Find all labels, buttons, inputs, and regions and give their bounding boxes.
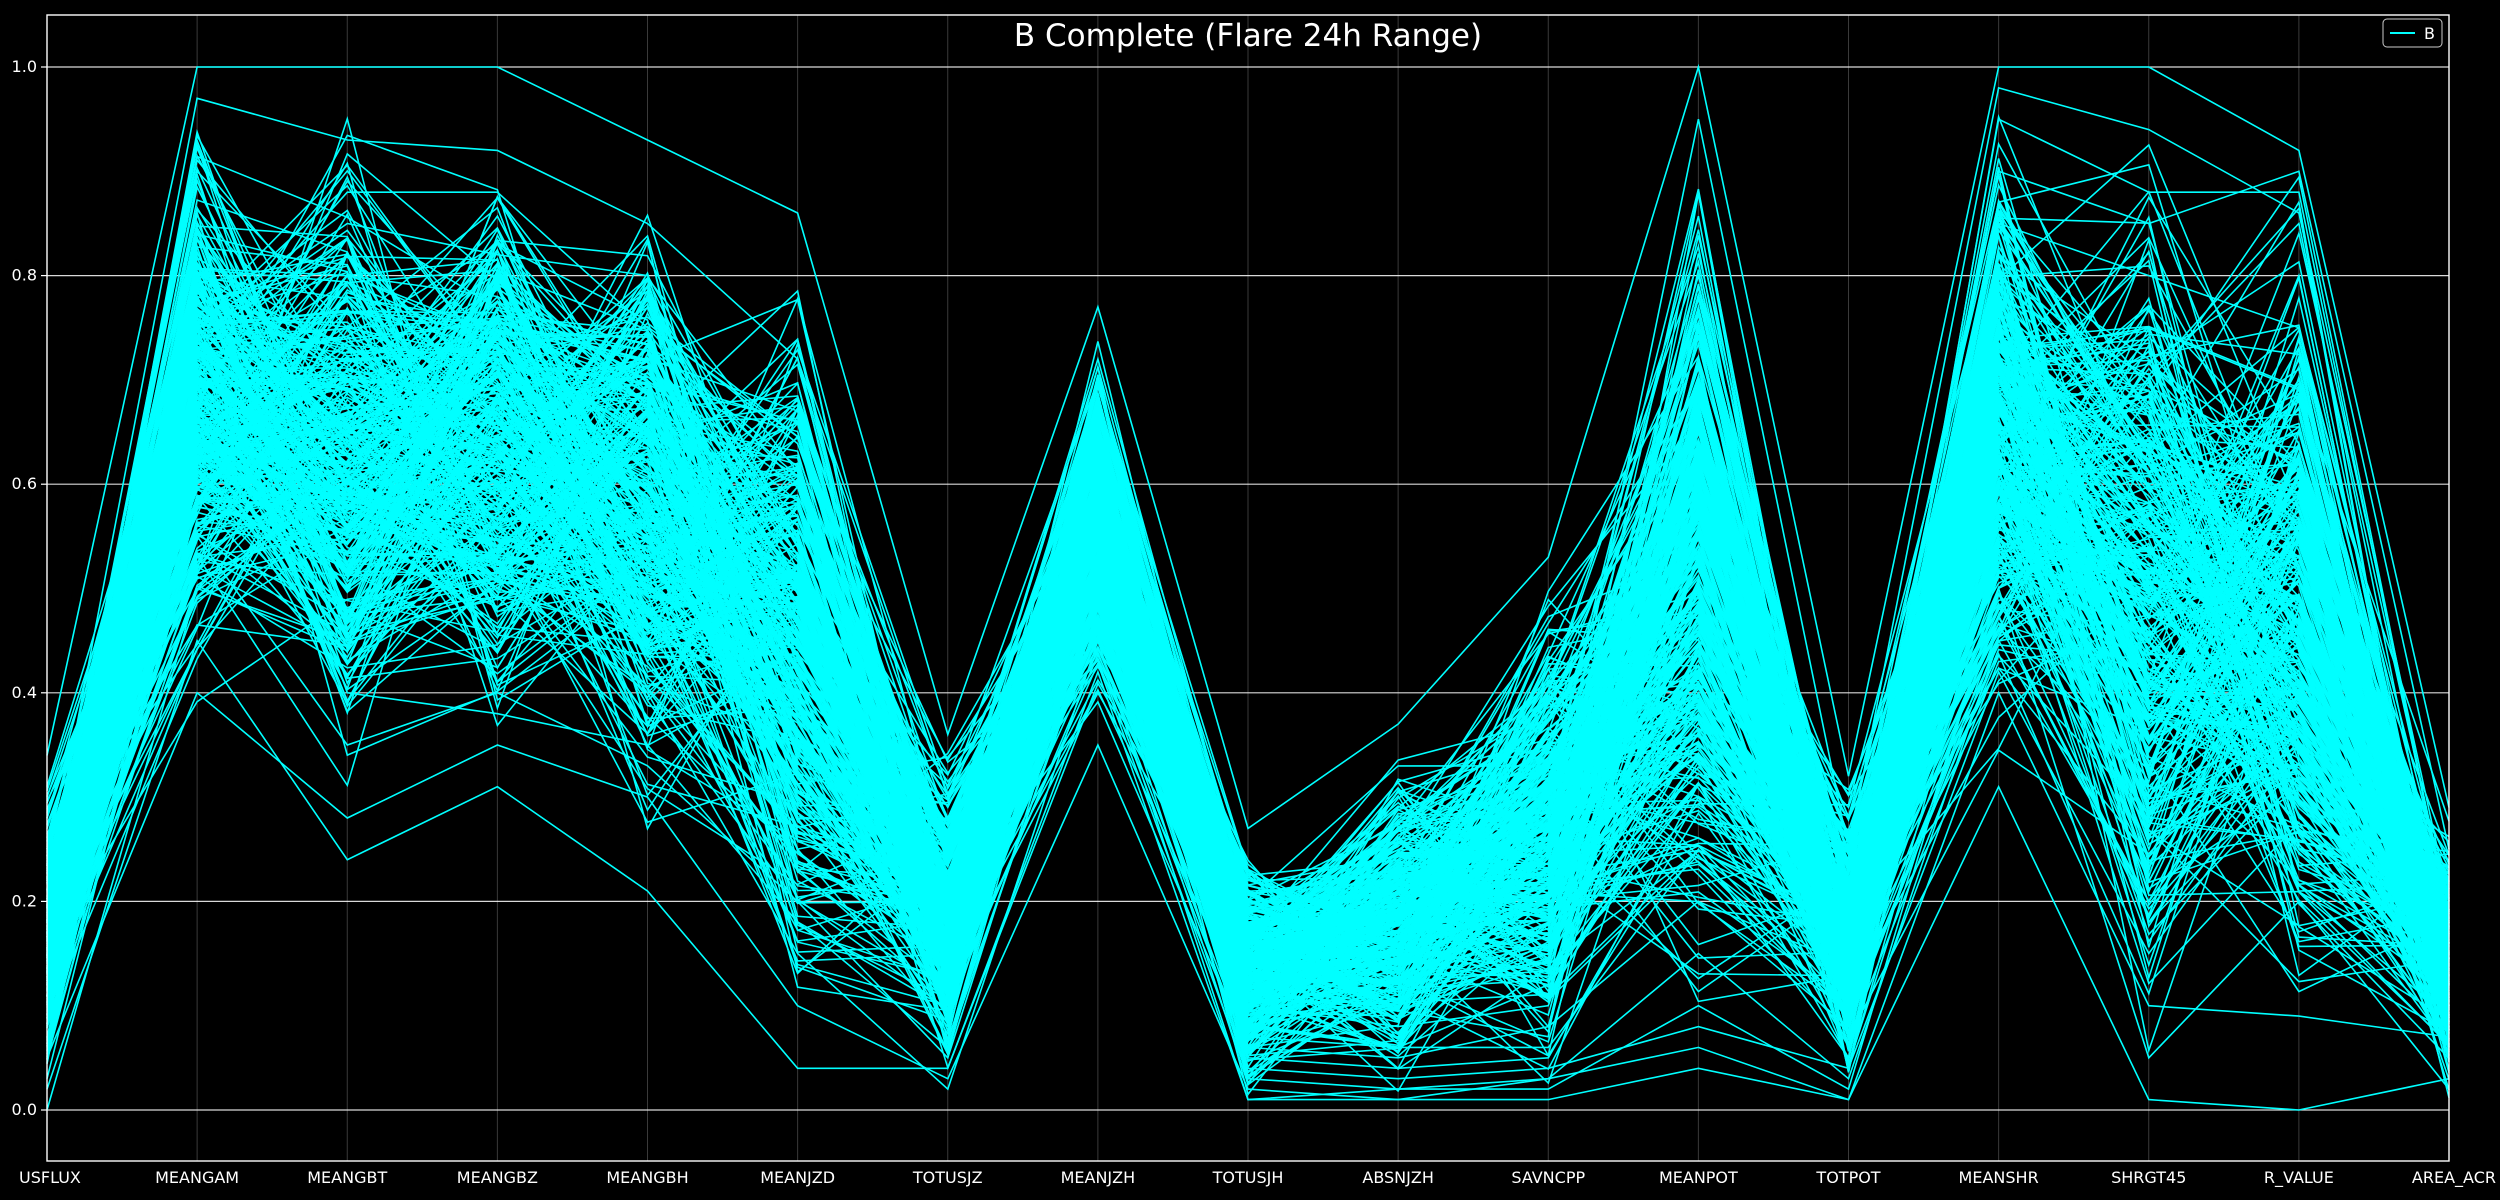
legend-entry-b: B — [2424, 24, 2435, 43]
series-line-cloud-364 — [46, 335, 2450, 1058]
x-axis-label-shrgt45: SHRGT45 — [2111, 1168, 2186, 1187]
x-axis-label-totusjh: TOTUSJH — [1212, 1168, 1284, 1187]
series-line-cloud-303 — [46, 349, 2450, 1012]
y-tick-label: 0.6 — [12, 474, 37, 493]
y-tick-label: 0.8 — [12, 266, 37, 285]
legend: B — [2382, 18, 2443, 48]
series-line-cloud-377 — [46, 233, 2450, 992]
x-axis-label-meanpot: MEANPOT — [1659, 1168, 1738, 1187]
y-tick-label: 0.4 — [12, 683, 37, 702]
series-line-2 — [46, 691, 2450, 1111]
x-axis-label-totpot: TOTPOT — [1815, 1168, 1880, 1187]
x-axis-label-r-value: R_VALUE — [2264, 1168, 2334, 1188]
series-line-cloud-362 — [46, 403, 2450, 1023]
series-line-cloud-356 — [46, 296, 2450, 976]
series-line-cloud-361 — [46, 198, 2450, 998]
x-axis-label-meangbh: MEANGBH — [606, 1168, 688, 1187]
series-line-cloud-373 — [46, 253, 2450, 959]
series-line-cloud-375 — [46, 309, 2450, 1065]
data-lines — [46, 63, 2450, 1111]
x-axis-label-meanjzh: MEANJZH — [1061, 1168, 1136, 1187]
series-line-cloud-240 — [46, 153, 2450, 1059]
x-axis-label-meanshr: MEANSHR — [1959, 1168, 2039, 1187]
series-line-cloud-286 — [46, 433, 2450, 1024]
series-line-cloud-339 — [46, 134, 2450, 1055]
y-tick-label: 0.0 — [12, 1100, 37, 1119]
series-line-cloud-368 — [46, 336, 2450, 986]
series-line-cloud-316 — [46, 264, 2450, 1027]
x-axis-label-totusjz: TOTUSJZ — [912, 1168, 983, 1187]
x-axis-label-absnjzh: ABSNJZH — [1362, 1168, 1433, 1187]
y-axis-ticks: 0.0 0.2 0.4 0.6 0.8 1.0 — [12, 57, 47, 1119]
series-line-cloud-378 — [46, 353, 2450, 1010]
series-line-cloud-369 — [46, 413, 2450, 1055]
plot-frame — [46, 14, 2450, 1162]
x-axis-label-meangbz: MEANGBZ — [457, 1168, 538, 1187]
x-axis-label-usflux: USFLUX — [19, 1168, 81, 1187]
series-line-cloud-366 — [46, 295, 2450, 1008]
series-line-cloud-370 — [46, 163, 2450, 1024]
series-line-cloud-338 — [46, 394, 2450, 996]
series-line-1 — [46, 63, 2450, 830]
y-tick-label: 0.2 — [12, 891, 37, 910]
x-axis-label-area-acr: AREA_ACR — [2412, 1168, 2496, 1188]
series-line-cloud-300 — [46, 250, 2450, 970]
series-line-cloud-352 — [46, 250, 2450, 1043]
series-line-cloud-379 — [46, 334, 2450, 1023]
x-axis-label-savncpp: SAVNCPP — [1511, 1168, 1585, 1187]
x-axis-labels: USFLUX MEANGAM MEANGBT MEANGBZ MEANGBH MEANJZ… — [19, 1168, 2496, 1188]
series-line-cloud-355 — [46, 375, 2450, 1040]
series-line-cloud-348 — [46, 284, 2450, 1001]
x-axis-label-meanjzd: MEANJZD — [760, 1168, 835, 1187]
series-line-cloud-372 — [46, 325, 2450, 1009]
chart-title: B Complete (Flare 24h Range) — [1014, 18, 1482, 54]
series-line-cloud-298 — [46, 267, 2450, 1041]
series-line-cloud-371 — [46, 347, 2450, 1036]
x-axis-label-meangbt: MEANGBT — [307, 1168, 387, 1187]
series-line-cloud-248 — [46, 330, 2450, 1055]
series-line-cloud-357 — [46, 256, 2450, 1063]
x-axis-label-meangam: MEANGAM — [155, 1168, 239, 1187]
y-tick-label: 1.0 — [12, 57, 37, 76]
